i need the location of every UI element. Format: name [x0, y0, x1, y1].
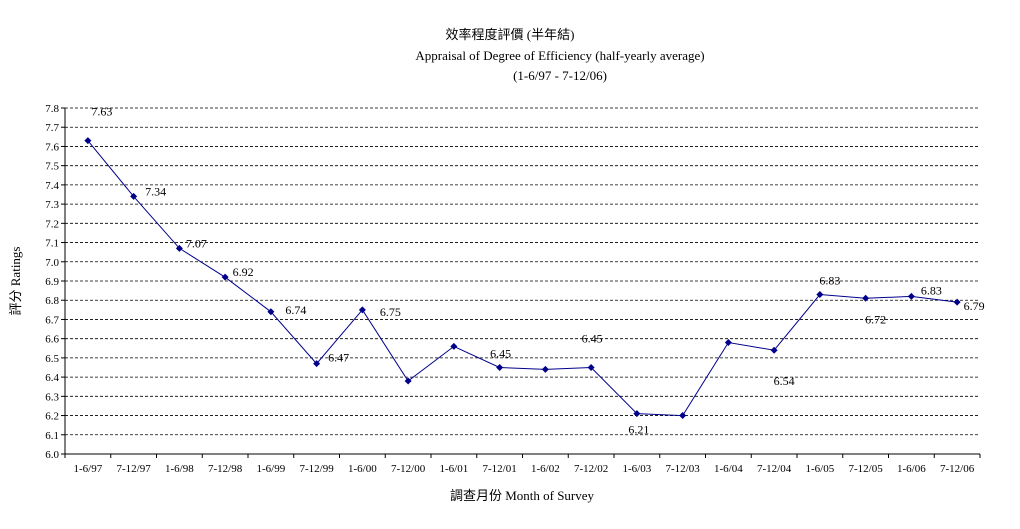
data-label: 6.54 — [774, 374, 795, 388]
data-point — [724, 339, 732, 347]
x-tick-label: 7-12/98 — [208, 463, 243, 475]
data-label: 6.75 — [380, 305, 401, 319]
data-label: 6.47 — [328, 351, 349, 365]
chart-title: 效率程度評價 (半年結) — [446, 27, 575, 42]
y-tick-label: 7.7 — [45, 122, 59, 134]
y-tick-label: 6.1 — [45, 430, 59, 442]
data-point — [450, 342, 458, 350]
x-tick-label: 1-6/97 — [74, 463, 103, 475]
data-label: 7.07 — [186, 236, 207, 250]
x-tick-label: 7-12/99 — [300, 463, 335, 475]
y-tick-label: 7.2 — [45, 218, 59, 230]
x-tick-label: 7-12/03 — [666, 463, 701, 475]
data-label: 6.83 — [921, 283, 942, 297]
grid — [65, 107, 980, 436]
data-point — [633, 410, 641, 418]
x-tick-label: 7-12/00 — [391, 463, 426, 475]
y-tick-label: 6.5 — [45, 353, 59, 365]
data-label: 6.72 — [865, 312, 886, 326]
y-tick-label: 7.8 — [45, 103, 59, 115]
series-line — [87, 140, 958, 417]
y-tick-label: 7.4 — [45, 180, 59, 192]
x-tick-label: 1-6/01 — [440, 463, 469, 475]
data-point — [84, 137, 92, 145]
data-point — [770, 346, 778, 354]
x-tick-label: 1-6/03 — [623, 463, 652, 475]
data-point — [358, 306, 366, 314]
x-tick-label: 7-12/01 — [483, 463, 517, 475]
data-point — [679, 412, 687, 420]
data-labels: 7.63 7.34 7.07 6.92 6.74 6.47 6.75 6.45 6.45 6.21… — [91, 105, 984, 437]
x-tick-label: 7-12/97 — [117, 463, 152, 475]
data-point — [130, 192, 138, 200]
x-tick-label: 7-12/02 — [574, 463, 608, 475]
y-tick-label: 7.5 — [45, 161, 59, 173]
data-label: 6.83 — [819, 273, 840, 287]
y-tick-label: 6.2 — [45, 411, 59, 423]
data-label: 6.45 — [582, 332, 603, 346]
x-tick-label: 7-12/04 — [757, 463, 792, 475]
x-tick-label: 1-6/04 — [714, 463, 743, 475]
data-point — [816, 290, 824, 298]
y-axis-label: 評分 Ratings — [8, 247, 23, 316]
y-tick-label: 6.4 — [45, 372, 59, 384]
data-point — [953, 298, 961, 306]
series-efficiency — [84, 137, 961, 420]
y-tick-label: 6.8 — [45, 295, 59, 307]
y-tick-label: 7.1 — [45, 238, 59, 250]
data-point — [313, 360, 321, 368]
data-label: 7.34 — [145, 184, 166, 198]
data-label: 6.45 — [490, 347, 511, 361]
data-point — [907, 292, 915, 300]
y-tick-label: 6.6 — [45, 334, 59, 346]
data-point — [221, 273, 229, 281]
x-tick-label: 7-12/05 — [849, 463, 884, 475]
data-label: 6.92 — [233, 265, 254, 279]
axes — [61, 107, 981, 458]
y-tick-label: 7.6 — [45, 141, 59, 153]
data-label: 6.21 — [628, 423, 649, 437]
data-point — [175, 244, 183, 252]
x-tick-label: 1-6/00 — [348, 463, 377, 475]
data-point — [267, 308, 275, 316]
y-tick-label: 6.0 — [45, 449, 59, 461]
data-point — [862, 294, 870, 302]
data-point — [496, 364, 504, 371]
data-label: 7.63 — [91, 105, 112, 119]
data-label: 6.79 — [964, 299, 985, 313]
chart-subtitle: Appraisal of Degree of Efficiency (half-… — [415, 48, 704, 63]
y-tick-label: 7.0 — [45, 257, 59, 269]
x-tick-label: 1-6/02 — [531, 463, 560, 475]
x-tick-label: 7-12/06 — [940, 463, 975, 475]
data-point — [404, 377, 412, 385]
y-tick-label: 7.3 — [45, 199, 59, 211]
x-tick-label: 1-6/06 — [897, 463, 926, 475]
y-tick-label: 6.3 — [45, 391, 59, 403]
data-point — [587, 364, 595, 371]
y-tick-label: 6.9 — [45, 276, 59, 288]
x-axis-label: 調查月份 Month of Survey — [450, 488, 595, 503]
data-label: 6.74 — [285, 303, 306, 317]
tick-labels: 6.0 6.1 6.2 6.3 6.4 6.5 6.6 6.7 6.8 6.9 7.0 7.1 7.2 7… — [45, 103, 974, 475]
y-tick-label: 6.7 — [45, 314, 59, 326]
x-tick-label: 1-6/98 — [165, 463, 194, 475]
data-point — [541, 365, 549, 373]
x-tick-label: 1-6/05 — [806, 463, 835, 475]
x-tick-label: 1-6/99 — [257, 463, 286, 475]
chart-period: (1-6/97 - 7-12/06) — [513, 68, 607, 83]
